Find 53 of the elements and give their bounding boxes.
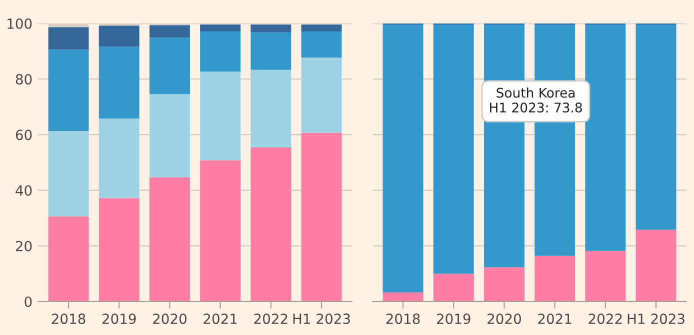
bar	[585, 250, 626, 302]
x-tick-label: 2021	[538, 314, 572, 324]
x-tick-label: 2021	[204, 314, 237, 324]
bar	[250, 70, 292, 148]
bar	[200, 72, 241, 160]
bar	[534, 256, 576, 302]
bar	[301, 32, 342, 58]
bar	[149, 25, 190, 38]
y-tick-label: 40	[16, 185, 32, 196]
bar	[149, 94, 190, 178]
bar	[98, 118, 140, 198]
bar	[48, 131, 89, 216]
bar	[48, 216, 89, 302]
bar	[98, 26, 140, 47]
bar	[301, 24, 342, 32]
y-tick-label: 100	[8, 18, 32, 29]
bar	[200, 160, 241, 302]
x-tick-label: 2018	[386, 314, 420, 324]
x-tick-label: 2019	[102, 314, 136, 324]
bar	[250, 32, 292, 70]
x-tick-label: 2020	[488, 314, 521, 324]
bar	[382, 292, 424, 302]
x-tick-label: 2019	[436, 314, 470, 324]
bar	[48, 50, 89, 132]
bar	[585, 24, 626, 251]
y-tick-label: 80	[16, 74, 32, 85]
x-tick-label: 2018	[52, 314, 86, 324]
bar	[301, 132, 342, 302]
bar	[382, 24, 424, 292]
x-tick-label: H1 2023	[293, 314, 350, 324]
y-tick-label: 60	[16, 130, 32, 140]
bar	[200, 24, 241, 32]
bar	[48, 27, 89, 50]
x-tick-label: H1 2023	[628, 314, 684, 324]
x-tick-label: 2022	[254, 314, 288, 324]
bar	[250, 24, 292, 32]
bar	[200, 32, 241, 72]
bar	[636, 230, 676, 302]
x-tick-label: 2020	[153, 314, 186, 324]
annotation: South Korea H1 2023: 73.8	[490, 88, 582, 113]
bar	[98, 46, 140, 119]
bar	[433, 24, 474, 274]
y-tick-label: 0	[24, 296, 32, 307]
bar	[301, 58, 342, 133]
bar	[98, 198, 140, 302]
x-tick-label: 2022	[588, 314, 622, 324]
bar	[149, 38, 190, 94]
bar	[636, 24, 676, 230]
bar	[250, 147, 292, 302]
bar	[433, 274, 474, 302]
bar	[149, 177, 190, 302]
bar	[484, 267, 524, 302]
y-tick-label: 20	[16, 240, 32, 252]
